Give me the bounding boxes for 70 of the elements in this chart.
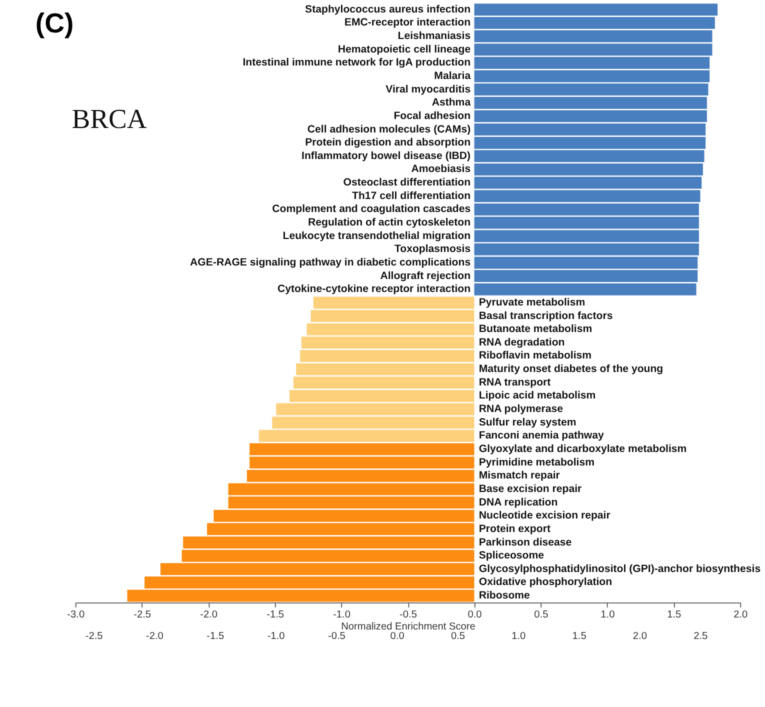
x2-tick-label: -0.5 [328,630,346,642]
y-tick-label: Focal adhesion [394,110,471,122]
y-tick-label: Spliceosome [478,550,544,562]
x-tick-label: -2.0 [200,610,218,621]
y-tick-label: Intestinal immune network for IgA production [242,56,471,69]
y-tick-label: Leukocyte transendothelial migration [282,230,471,242]
y-tick-label: Pyruvate metabolism [478,296,586,308]
y-tick-label: Riboflavin metabolism [478,350,592,362]
x-tick-label: -0.5 [400,610,418,621]
y-tick-label: Cytokine-cytokine receptor interaction [277,283,471,296]
y-tick-label: RNA degradation [478,336,565,348]
x-tick-label: 1.5 [667,610,682,621]
y-tick-label: EMC-receptor interaction [344,16,471,29]
y-tick-label: Glyoxylate and dicarboxylate metabolism [478,443,687,455]
y-tick-label: Hematopoietic cell lineage [338,43,471,56]
y-tick-label: Protein export [478,522,551,535]
y-tick-label: Pyrimidine metabolism [478,456,594,468]
y-tick-label: Toxoplasmosis [394,243,471,256]
y-tick-label: Lipoic acid metabolism [478,390,596,402]
y-tick-label: Asthma [432,96,471,109]
y-tick-label: Basal transcription factors [478,310,613,322]
y-tick-label: AGE-RAGE signaling pathway in diabetic complications [190,256,471,268]
x2-tick-label: -2.0 [146,630,164,642]
y-tick-label: Oxidative phosphorylation [478,576,612,588]
x2-tick-label: 0.5 [450,630,466,642]
y-tick-label: Malaria [434,70,471,82]
x-tick-label: 2.0 [734,610,748,621]
y-tick-label: Glycosylphosphatidylinositol (GPI)-anchor biosynthesis [478,562,761,575]
y-tick-label: Nucleotide excision repair [478,510,610,522]
x-tick-label: 1.0 [600,610,616,621]
y-tick-label: Osteoclast differentiation [343,176,471,189]
y-tick-label: Butanoate metabolism [478,323,592,336]
x2-tick-label: 0.0 [390,630,405,642]
y-tick-label: Mismatch repair [478,470,560,482]
y-tick-label: DNA replication [478,496,558,508]
x2-tick-label: -1.0 [267,630,286,642]
y-tick-label: Regulation of actin cytoskeleton [308,216,471,229]
y-tick-label: Sulfur relay system [478,416,576,428]
y-tick-label: Allograft rejection [380,270,471,282]
y-tick-label: Fanconi anemia pathway [478,430,604,442]
x-tick-label: -2.5 [134,610,152,621]
y-tick-label: Viral myocarditis [386,83,471,96]
x2-tick-label: 2.0 [632,630,648,642]
y-tick-label: Parkinson disease [478,536,572,548]
y-tick-label: Leishmaniasis [398,30,471,42]
x-tick-label: -1.0 [333,610,351,621]
x-tick-label: 0.5 [534,610,549,621]
y-tick-label: Staphylococcus aureus infection [305,3,471,16]
y-tick-label: Amoebiasis [411,163,471,176]
y-tick-label: Cell adhesion molecules (CAMs) [307,123,471,136]
y-tick-label: RNA polymerase [478,403,564,416]
y-tick-label: Ribosome [478,590,530,602]
x2-tick-label: 1.0 [512,630,526,642]
x-tick-label: -1.5 [266,610,284,621]
x2-tick-label: 2.5 [694,630,708,642]
chart-title: (C) [35,7,74,38]
y-tick-label: Th17 cell differentiation [352,190,471,202]
x2-tick-label: 1.5 [572,630,587,642]
y-tick-label: RNA transport [478,376,552,388]
y-tick-label: Base excision repair [478,482,582,495]
x-tick-label: -3.0 [67,610,85,621]
y-tick-label: Inflammatory bowel disease (IBD) [302,150,471,162]
x-tick-label: 0.0 [468,610,482,621]
x-axis-title: Normalized Enrichment Score [341,622,476,633]
y-tick-label: Complement and coagulation cascades [272,203,471,216]
y-tick-label: Maturity onset diabetes of the young [478,363,664,376]
y-tick-label: Protein digestion and absorption [305,136,471,149]
x2-tick-label: -1.5 [206,630,224,642]
x2-tick-label: -2.5 [85,630,104,642]
annotation: BRCA [72,103,147,134]
